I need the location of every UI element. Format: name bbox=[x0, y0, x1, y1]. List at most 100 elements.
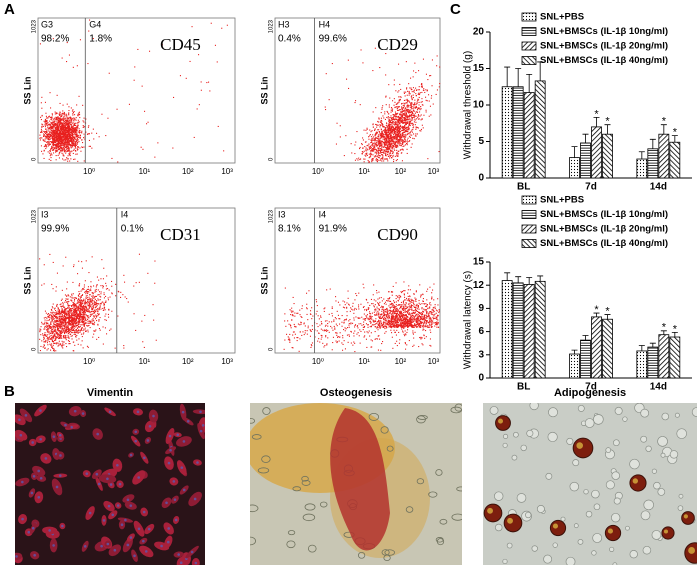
event-dot bbox=[52, 139, 54, 141]
event-dot bbox=[413, 114, 415, 116]
event-dot bbox=[381, 132, 383, 134]
event-dot bbox=[382, 136, 384, 138]
event-dot bbox=[370, 131, 372, 133]
event-dot bbox=[64, 131, 66, 133]
event-dot bbox=[59, 324, 61, 326]
event-dot bbox=[89, 322, 91, 324]
event-dot bbox=[76, 313, 78, 315]
event-dot bbox=[402, 107, 404, 109]
event-dot bbox=[67, 136, 69, 138]
event-dot bbox=[87, 346, 89, 348]
event-dot bbox=[60, 137, 62, 139]
x-tick-label: 10⁰ bbox=[83, 167, 95, 176]
event-dot bbox=[390, 119, 392, 121]
event-dot bbox=[57, 146, 59, 148]
x-tick-label: 10³ bbox=[428, 167, 440, 176]
event-dot bbox=[385, 154, 387, 156]
event-dot bbox=[65, 298, 67, 300]
event-dot bbox=[64, 125, 66, 127]
event-dot bbox=[57, 312, 59, 314]
event-dot bbox=[74, 128, 76, 130]
event-dot bbox=[418, 70, 420, 72]
event-dot bbox=[376, 133, 378, 135]
event-dot bbox=[54, 137, 56, 139]
event-dot bbox=[427, 158, 429, 160]
event-dot bbox=[48, 331, 50, 333]
event-dot bbox=[144, 314, 146, 316]
event-dot bbox=[68, 123, 70, 125]
event-dot bbox=[45, 128, 47, 130]
event-dot bbox=[63, 121, 65, 123]
event-dot bbox=[45, 112, 47, 114]
event-dot bbox=[67, 118, 69, 120]
event-dot bbox=[86, 345, 88, 347]
event-dot bbox=[404, 140, 406, 142]
event-dot bbox=[90, 322, 92, 324]
event-dot bbox=[71, 141, 73, 143]
event-dot bbox=[70, 311, 72, 313]
event-dot bbox=[93, 300, 95, 302]
event-dot bbox=[107, 288, 109, 290]
event-dot bbox=[389, 117, 391, 119]
event-dot bbox=[399, 123, 401, 125]
event-dot bbox=[44, 140, 46, 142]
event-dot bbox=[108, 308, 110, 310]
event-dot bbox=[81, 130, 83, 132]
event-dot bbox=[79, 318, 81, 320]
event-dot bbox=[77, 315, 79, 317]
event-dot bbox=[56, 337, 58, 339]
event-dot bbox=[75, 117, 77, 119]
event-dot bbox=[376, 153, 378, 155]
event-dot bbox=[51, 132, 53, 134]
event-dot bbox=[415, 115, 417, 117]
event-dot bbox=[71, 322, 73, 324]
event-dot bbox=[408, 110, 410, 112]
event-dot bbox=[60, 319, 62, 321]
event-dot bbox=[421, 84, 423, 86]
event-dot bbox=[106, 333, 108, 335]
event-dot bbox=[414, 62, 416, 64]
event-dot bbox=[410, 120, 412, 122]
event-dot bbox=[61, 305, 63, 307]
event-dot bbox=[66, 61, 68, 63]
event-dot bbox=[376, 126, 378, 128]
event-dot bbox=[61, 344, 63, 346]
event-dot bbox=[404, 130, 406, 132]
event-dot bbox=[46, 129, 48, 131]
event-dot bbox=[55, 124, 57, 126]
event-dot bbox=[72, 66, 74, 68]
event-dot bbox=[102, 343, 104, 345]
event-dot bbox=[59, 330, 61, 332]
event-dot bbox=[54, 117, 56, 119]
event-dot bbox=[61, 337, 63, 339]
event-dot bbox=[107, 297, 109, 299]
event-dot bbox=[413, 116, 415, 118]
event-dot bbox=[85, 303, 87, 305]
event-dot bbox=[392, 156, 394, 158]
event-dot bbox=[61, 149, 63, 151]
event-dot bbox=[39, 43, 41, 45]
event-dot bbox=[392, 129, 394, 131]
event-dot bbox=[400, 116, 402, 118]
event-dot bbox=[53, 141, 55, 143]
event-dot bbox=[62, 104, 64, 106]
event-dot bbox=[71, 307, 73, 309]
event-dot bbox=[65, 256, 67, 258]
event-dot bbox=[385, 132, 387, 134]
event-dot bbox=[339, 136, 341, 138]
event-dot bbox=[44, 136, 46, 138]
event-dot bbox=[94, 289, 96, 291]
event-dot bbox=[380, 148, 382, 150]
event-dot bbox=[69, 323, 71, 325]
event-dot bbox=[53, 327, 55, 329]
event-dot bbox=[388, 140, 390, 142]
event-dot bbox=[399, 117, 401, 119]
event-dot bbox=[40, 119, 42, 121]
event-dot bbox=[72, 127, 74, 129]
event-dot bbox=[64, 329, 66, 331]
event-dot bbox=[73, 111, 75, 113]
event-dot bbox=[395, 124, 397, 126]
event-dot bbox=[390, 150, 392, 152]
event-dot bbox=[77, 119, 79, 121]
event-dot bbox=[398, 100, 400, 102]
